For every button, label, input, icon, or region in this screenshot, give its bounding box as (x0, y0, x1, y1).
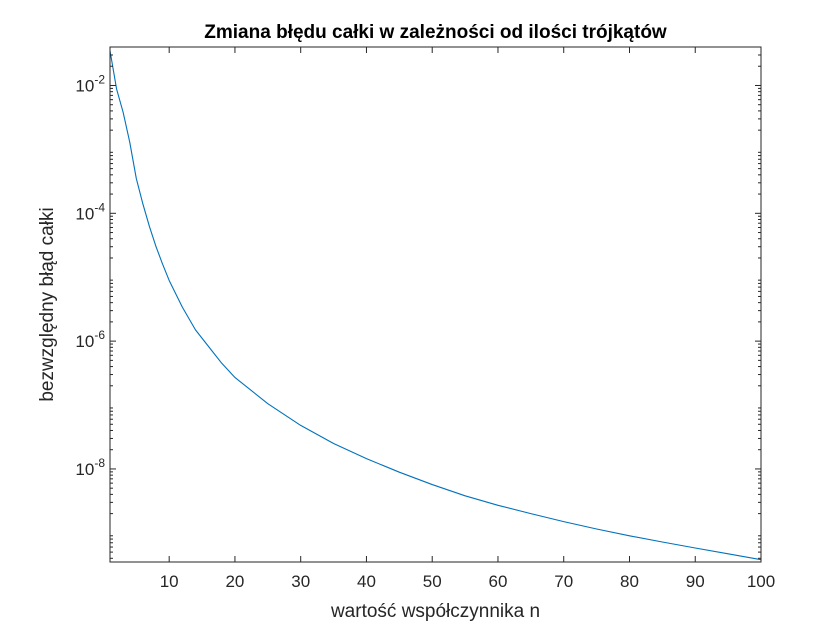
plot-frame (109, 46, 762, 563)
series-layer (109, 50, 762, 561)
x-tick-label: 20 (225, 572, 244, 591)
series-line-0 (109, 50, 762, 561)
y-tick-label: 10-4 (75, 200, 105, 223)
data-point (116, 88, 117, 89)
data-point (123, 112, 124, 113)
data-point (530, 513, 531, 514)
data-point (366, 458, 367, 459)
data-point (155, 246, 156, 247)
data-point (182, 307, 183, 308)
data-point (136, 178, 137, 179)
x-tick-label: 100 (747, 572, 775, 591)
x-tick-label: 60 (489, 572, 508, 591)
data-point (162, 264, 163, 265)
data-point (728, 553, 729, 554)
data-point (333, 443, 334, 444)
data-point (149, 226, 150, 227)
data-point (221, 363, 222, 364)
data-point (142, 203, 143, 204)
data-point (497, 505, 498, 506)
data-point (195, 329, 196, 330)
data-point (662, 541, 663, 542)
y-tick-label: 10-6 (75, 328, 105, 351)
x-tick-label: 10 (160, 572, 179, 591)
data-point (596, 528, 597, 529)
data-point (208, 346, 209, 347)
data-point (432, 484, 433, 485)
data-point (629, 535, 630, 536)
plot-area (110, 47, 761, 562)
data-point (563, 521, 564, 522)
data-point (234, 377, 235, 378)
x-tick-label: 50 (423, 572, 442, 591)
data-point (169, 280, 170, 281)
x-axis-label: wartość współczynnika n (330, 601, 540, 622)
data-point (300, 425, 301, 426)
y-axis-label: bezwzględny błąd całki (37, 207, 58, 401)
x-tick-label: 80 (620, 572, 639, 591)
y-tick-label: 10-2 (75, 72, 105, 95)
chart-title: Zmiana błędu całki w zależności od ilośc… (204, 22, 667, 43)
x-tick-label: 70 (554, 572, 573, 591)
y-tick-label: 10-8 (75, 456, 105, 479)
data-point (267, 403, 268, 404)
x-tick-label: 40 (357, 572, 376, 591)
data-point (129, 142, 130, 143)
data-point (464, 495, 465, 496)
data-point (695, 547, 696, 548)
x-tick-label: 90 (686, 572, 705, 591)
x-tick-label: 30 (291, 572, 310, 591)
data-point (399, 472, 400, 473)
